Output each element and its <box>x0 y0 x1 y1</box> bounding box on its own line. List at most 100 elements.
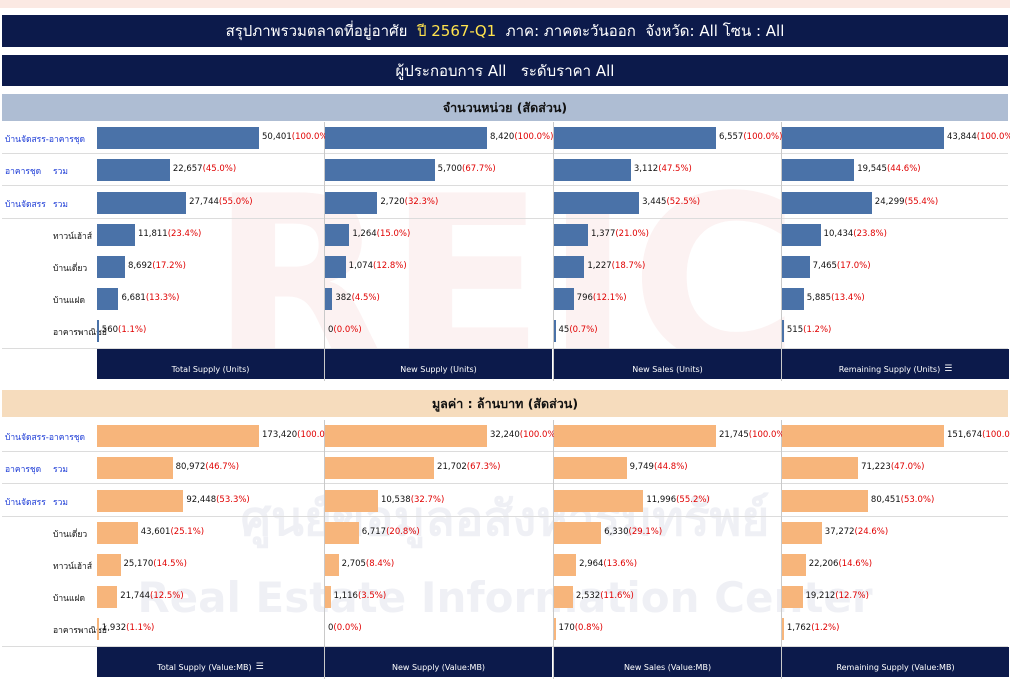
data-bar[interactable] <box>97 256 125 278</box>
value-number: 45 <box>558 325 570 335</box>
data-bar[interactable] <box>97 490 184 512</box>
filter-icon[interactable]: ☰ <box>944 364 953 374</box>
data-bar[interactable] <box>554 490 644 512</box>
data-bar[interactable] <box>782 586 803 608</box>
title-prefix: สรุปภาพรวมตลาดที่อยู่อาศัย <box>225 22 417 40</box>
value-percent: (67.3%) <box>466 462 501 472</box>
value-number: 32,240 <box>490 430 520 440</box>
data-bar[interactable] <box>554 457 627 479</box>
data-value-label: 0(0.0%) <box>328 325 362 335</box>
data-bar[interactable] <box>782 159 855 181</box>
data-bar[interactable] <box>554 127 716 149</box>
data-bar[interactable] <box>325 586 331 608</box>
data-bar[interactable] <box>325 425 487 447</box>
data-bar[interactable] <box>97 457 173 479</box>
data-bar[interactable] <box>782 320 784 342</box>
data-bar[interactable] <box>782 522 822 544</box>
data-bar[interactable] <box>325 288 333 310</box>
data-bar[interactable] <box>97 320 99 342</box>
column-footer[interactable]: Remaining Supply (Units) ☰ <box>782 349 1009 379</box>
value-number: 1,116 <box>333 591 358 601</box>
row-group-label: อาคารชุด <box>5 465 42 475</box>
row-separator <box>2 516 1008 517</box>
data-bar[interactable] <box>97 425 259 447</box>
row-separator <box>2 185 1008 186</box>
column-footer-label: New Supply (Units) <box>400 365 477 374</box>
column-footer[interactable]: Remaining Supply (Value:MB) <box>782 647 1009 677</box>
value-number: 24,299 <box>874 197 905 207</box>
data-bar[interactable] <box>554 224 589 246</box>
column-footer-label: New Supply (Value:MB) <box>391 663 486 672</box>
data-bar[interactable] <box>97 554 121 576</box>
data-bar[interactable] <box>782 618 784 640</box>
data-value-label: 7,465(17.0%) <box>813 261 871 271</box>
data-bar[interactable] <box>554 618 556 640</box>
data-bar[interactable] <box>325 522 359 544</box>
row-separator <box>2 451 1008 452</box>
filter-icon[interactable]: ☰ <box>255 662 264 672</box>
value-number: 560 <box>101 325 119 335</box>
value-number: 6,557 <box>719 132 744 142</box>
value-percent: (11.6%) <box>600 591 634 601</box>
data-value-label: 25,170(14.5%) <box>124 559 187 569</box>
data-bar[interactable] <box>554 425 716 447</box>
column-footer[interactable]: Total Supply (Units) <box>97 349 324 379</box>
value-percent: (0.0%) <box>333 623 362 633</box>
value-percent: (53.3%) <box>216 495 250 505</box>
data-bar[interactable] <box>554 586 573 608</box>
data-value-label: 3,445(52.5%) <box>642 197 700 207</box>
data-bar[interactable] <box>97 618 99 640</box>
value-number: 5,885 <box>806 293 832 303</box>
data-bar[interactable] <box>782 425 944 447</box>
data-bar[interactable] <box>97 159 170 181</box>
data-bar[interactable] <box>325 159 435 181</box>
data-bar[interactable] <box>782 288 804 310</box>
row-sub-label: บ้านแฝด <box>53 296 85 306</box>
data-bar[interactable] <box>97 224 135 246</box>
data-bar[interactable] <box>782 457 859 479</box>
data-bar[interactable] <box>554 288 574 310</box>
data-value-label: 0(0.0%) <box>328 623 362 633</box>
data-bar[interactable] <box>554 522 602 544</box>
data-bar[interactable] <box>97 586 118 608</box>
value-percent: (100.0%) <box>982 430 1010 440</box>
data-bar[interactable] <box>554 159 631 181</box>
data-bar[interactable] <box>554 256 585 278</box>
data-bar[interactable] <box>97 288 119 310</box>
column-separator <box>781 122 782 381</box>
value-number: 8,692 <box>127 261 153 271</box>
value-number: 71,223 <box>861 462 891 472</box>
data-bar[interactable] <box>325 224 350 246</box>
data-bar[interactable] <box>325 256 346 278</box>
data-bar[interactable] <box>325 490 378 512</box>
data-bar[interactable] <box>554 554 577 576</box>
column-footer[interactable]: New Supply (Units) <box>325 349 552 379</box>
data-value-label: 1,074(12.8%) <box>349 261 407 271</box>
data-bar[interactable] <box>325 554 339 576</box>
row-sub-label: อาคารพาณิชย์ <box>53 328 107 338</box>
data-bar[interactable] <box>782 224 821 246</box>
value-percent: (12.5%) <box>150 591 184 601</box>
data-bar[interactable] <box>97 522 138 544</box>
data-bar[interactable] <box>325 192 378 214</box>
data-bar[interactable] <box>782 256 810 278</box>
data-bar[interactable] <box>782 490 868 512</box>
data-bar[interactable] <box>325 457 435 479</box>
data-bar[interactable] <box>325 127 487 149</box>
data-bar[interactable] <box>782 554 806 576</box>
value-percent: (12.8%) <box>373 261 407 271</box>
column-footer[interactable]: New Supply (Value:MB) <box>325 647 552 677</box>
column-footer[interactable]: New Sales (Units) <box>554 349 781 379</box>
data-bar[interactable] <box>97 192 187 214</box>
data-bar[interactable] <box>782 192 872 214</box>
column-footer[interactable]: Total Supply (Value:MB) ☰ <box>97 647 324 677</box>
data-bar[interactable] <box>782 127 944 149</box>
value-percent: (67.7%) <box>462 164 496 174</box>
data-bar[interactable] <box>97 127 259 149</box>
column-footer[interactable]: New Sales (Value:MB) <box>554 647 781 677</box>
data-value-label: 43,601(25.1%) <box>141 527 204 537</box>
data-bar[interactable] <box>554 192 640 214</box>
column-footer-label: New Sales (Units) <box>632 365 703 374</box>
column-separator <box>781 420 782 679</box>
data-bar[interactable] <box>554 320 556 342</box>
